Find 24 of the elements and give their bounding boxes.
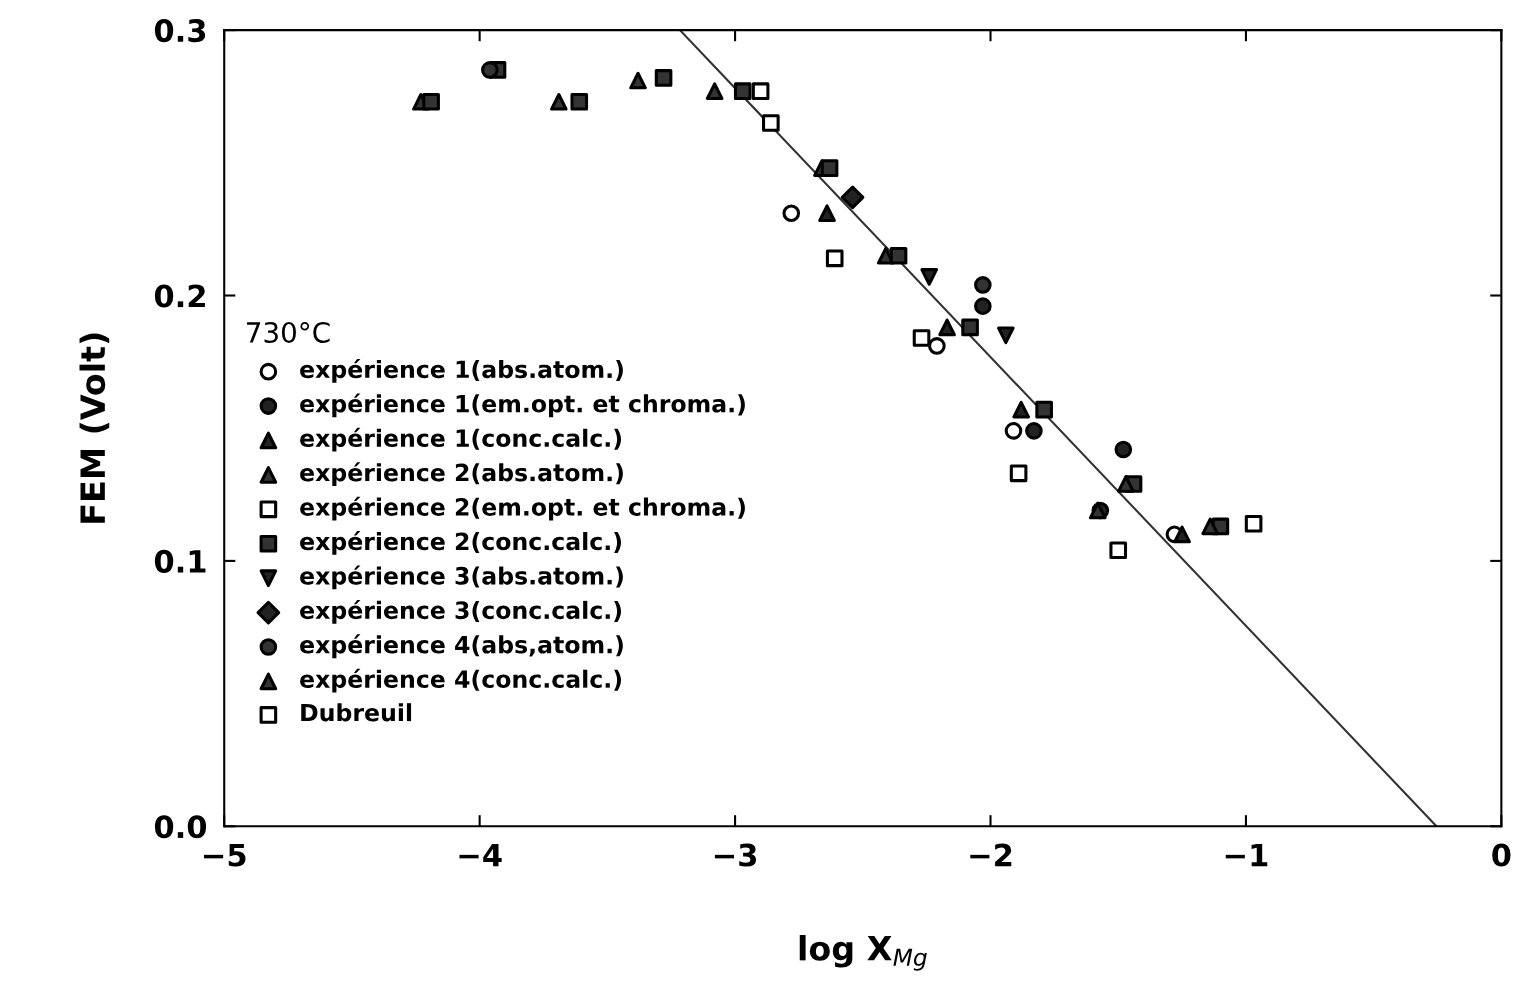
y-axis-title: FEM (Volt) xyxy=(79,333,110,523)
legend-label: expérience 1(abs.atom.) xyxy=(300,358,623,383)
y-tick-label: 0.3 xyxy=(154,19,206,43)
y-tick-label: 0.2 xyxy=(154,284,205,308)
y-tick-label: 0.0 xyxy=(154,815,207,839)
legend-label: expérience 2(em.opt. et chroma.) xyxy=(300,496,745,521)
legend-title: 730°C xyxy=(247,321,330,343)
x-tick-label: −5 xyxy=(204,843,246,867)
legend-label: expérience 2(abs.atom.) xyxy=(300,462,623,487)
y-tick-label: 0.1 xyxy=(154,549,206,573)
legend-label: expérience 3(abs.atom.) xyxy=(300,565,623,590)
x-tick-label: −3 xyxy=(714,843,757,867)
x-tick-label: −2 xyxy=(970,843,1012,867)
legend-label: expérience 4(conc.calc.) xyxy=(300,668,621,693)
legend-label: expérience 1(em.opt. et chroma.) xyxy=(300,393,745,418)
legend-label: expérience 2(conc.calc.) xyxy=(300,531,621,555)
legend-label: expérience 1(conc.calc.) xyxy=(300,427,621,452)
legend-label: expérience 4(abs,atom.) xyxy=(300,634,623,659)
legend-label: expérience 3(conc.calc.) xyxy=(300,599,621,624)
x-axis-title: log X$_{Mg}$ xyxy=(799,935,927,971)
x-tick-label: −4 xyxy=(459,843,502,867)
x-tick-label: 0 xyxy=(1492,843,1511,867)
legend-label: Dubreuil xyxy=(301,703,412,722)
x-tick-label: −1 xyxy=(1225,843,1268,867)
